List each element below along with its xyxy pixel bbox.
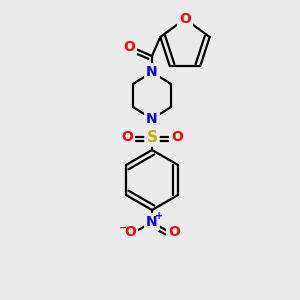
Text: −: − (119, 223, 127, 233)
Text: +: + (155, 211, 163, 221)
Text: O: O (123, 40, 135, 54)
Text: O: O (124, 225, 136, 239)
Text: O: O (121, 130, 133, 144)
Text: N: N (146, 65, 158, 79)
Text: O: O (179, 12, 191, 26)
Text: N: N (146, 112, 158, 126)
Text: N: N (146, 215, 158, 229)
Text: S: S (146, 130, 158, 145)
Text: O: O (171, 130, 183, 144)
Text: O: O (168, 225, 180, 239)
